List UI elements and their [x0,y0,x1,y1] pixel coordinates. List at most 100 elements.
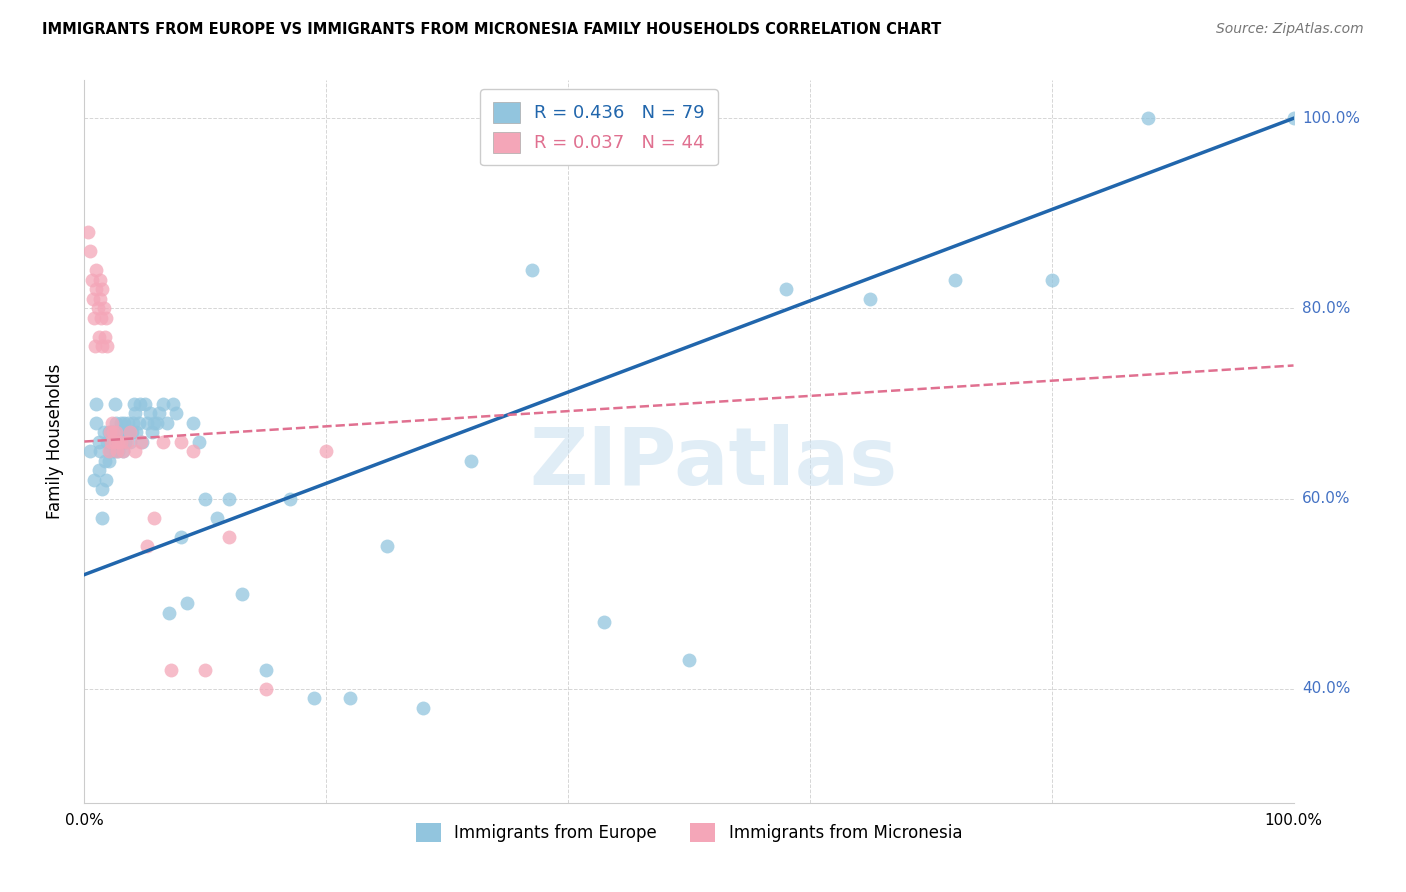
Point [194,663,217,677]
Legend: Immigrants from Europe, Immigrants from Micronesia: Immigrants from Europe, Immigrants from … [409,816,969,848]
Point [131,434,153,449]
Point [129,396,152,410]
Point [1282,112,1305,126]
Point [124,444,146,458]
Point [148,406,170,420]
Point [104,434,127,449]
Point [91,339,114,353]
Point [122,396,145,410]
Point [103,425,125,439]
Point [87,463,110,477]
Point [97,425,120,439]
Point [112,444,135,458]
Point [125,425,148,439]
Point [152,396,174,410]
Point [157,606,180,620]
Point [104,425,127,439]
Point [96,339,118,353]
Point [107,444,129,458]
Point [91,282,114,296]
Point [93,425,115,439]
Point [118,425,141,439]
Point [146,416,169,430]
Point [231,587,253,601]
Point [859,292,882,306]
Point [460,453,482,467]
Text: 80.0%: 80.0% [1302,301,1350,316]
Point [110,416,132,430]
Point [86,396,108,410]
Point [207,510,229,524]
Point [129,434,152,449]
Point [165,406,187,420]
Text: 60.0%: 60.0% [1302,491,1350,506]
Point [117,416,139,430]
Point [520,263,543,277]
Point [128,416,150,430]
Point [89,292,111,306]
Point [155,416,177,430]
Point [89,273,111,287]
Point [121,416,143,430]
Point [120,425,142,439]
Point [110,425,132,439]
Point [90,310,112,325]
Point [105,425,128,439]
Point [91,482,114,496]
Point [278,491,301,506]
Point [104,416,127,430]
Point [143,510,166,524]
Point [111,434,134,449]
Point [83,310,105,325]
Point [112,416,135,430]
Point [254,681,277,696]
Point [181,416,204,430]
Point [124,406,146,420]
Point [120,434,142,449]
Point [83,473,105,487]
Point [138,406,160,420]
Text: Source: ZipAtlas.com: Source: ZipAtlas.com [1216,22,1364,37]
Point [136,539,159,553]
Text: IMMIGRANTS FROM EUROPE VS IMMIGRANTS FROM MICRONESIA FAMILY HOUSEHOLDS CORRELATI: IMMIGRANTS FROM EUROPE VS IMMIGRANTS FRO… [42,22,942,37]
Point [93,301,115,316]
Point [110,434,132,449]
Point [80,273,103,287]
Point [775,282,797,296]
Point [97,453,120,467]
Point [134,396,156,410]
Point [94,310,117,325]
Point [87,330,110,344]
Point [593,615,616,630]
Point [98,425,121,439]
Point [114,434,136,449]
Point [254,663,277,677]
Point [94,330,117,344]
Point [1137,112,1160,126]
Point [412,700,434,714]
Point [108,434,131,449]
Point [160,663,183,677]
Point [89,444,111,458]
Point [86,282,108,296]
Point [97,444,120,458]
Point [375,539,398,553]
Point [91,510,114,524]
Point [101,425,124,439]
Point [943,273,966,287]
Point [86,263,108,277]
Text: 40.0%: 40.0% [1302,681,1350,697]
Point [104,396,127,410]
Point [82,292,104,306]
Point [94,473,117,487]
Point [1040,273,1063,287]
Point [176,596,198,610]
Point [170,530,193,544]
Point [141,425,163,439]
Point [96,434,118,449]
Text: ZIPatlas: ZIPatlas [529,425,897,502]
Point [105,444,128,458]
Point [77,226,100,240]
Point [152,434,174,449]
Point [94,453,117,467]
